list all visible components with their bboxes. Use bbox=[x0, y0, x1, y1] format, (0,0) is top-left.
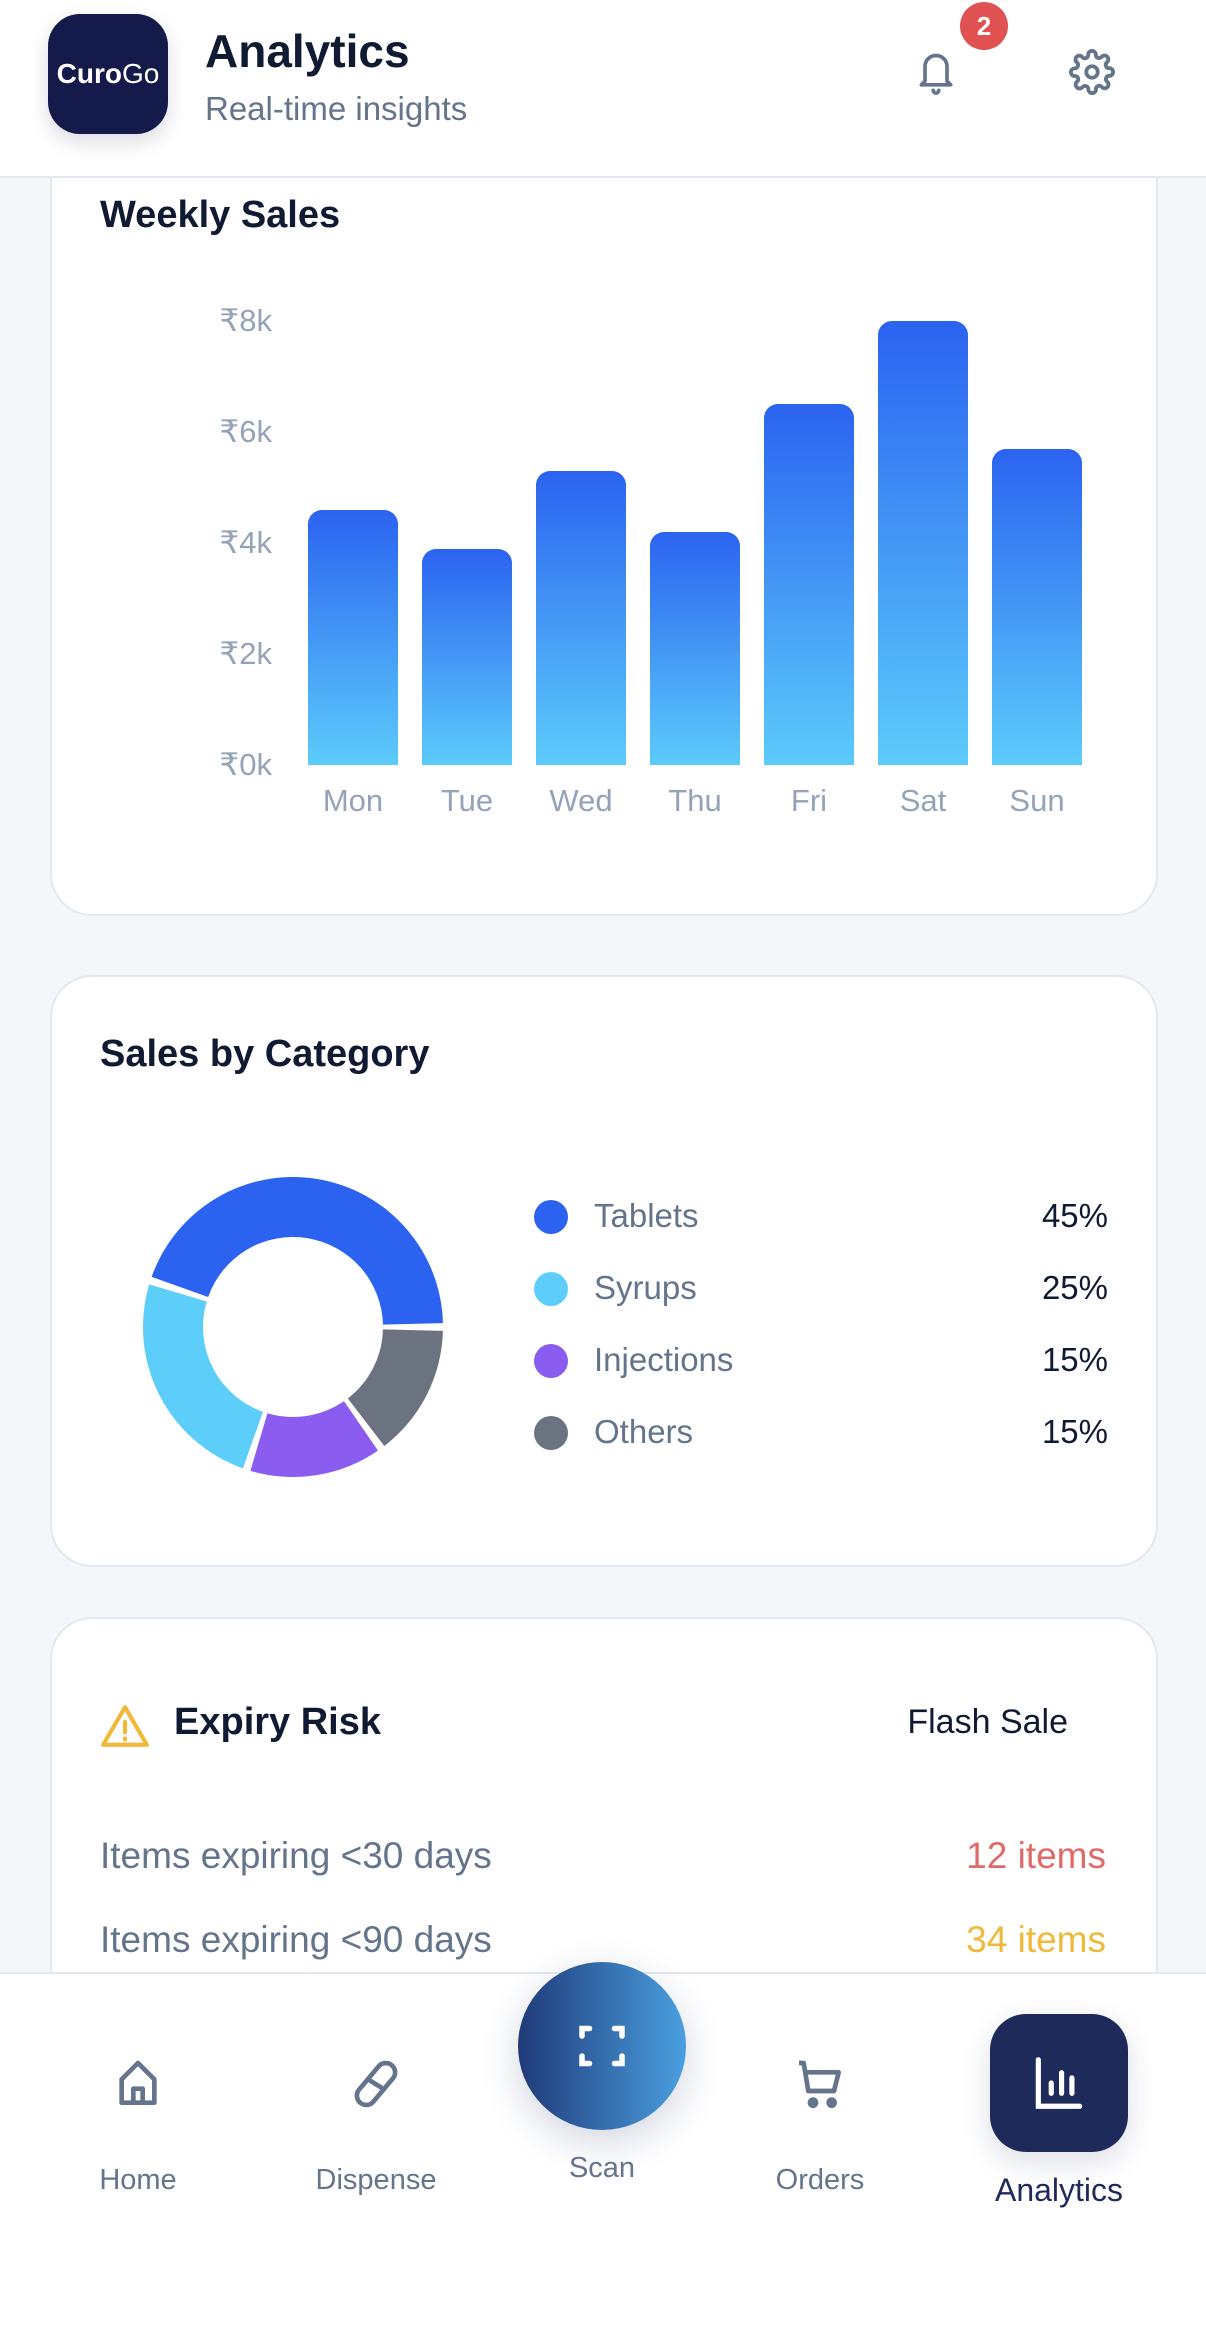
nav-home-label: Home bbox=[99, 2164, 177, 2196]
logo-text: Curo bbox=[56, 58, 122, 89]
category-title: Sales by Category bbox=[100, 1033, 430, 1075]
nav-scan-label: Scan bbox=[568, 2152, 636, 2184]
legend-label: Tablets bbox=[594, 1197, 699, 1234]
expiry-row-label: Items expiring <90 days bbox=[100, 1919, 492, 1960]
notifications-button[interactable] bbox=[908, 44, 964, 100]
nav-analytics-label: Analytics bbox=[994, 2172, 1124, 2208]
notification-badge: 2 bbox=[960, 2, 1008, 50]
page-subtitle: Real-time insights bbox=[205, 90, 468, 127]
pill-icon bbox=[354, 2060, 398, 2108]
sales-by-category-card: Sales by Category Tablets 45% Syrups 25% Inj… bbox=[50, 975, 1158, 1567]
legend-dot bbox=[534, 1344, 568, 1378]
x-tick-label: Mon bbox=[322, 783, 384, 818]
weekly-sales-title: Weekly Sales bbox=[100, 194, 341, 236]
donut-slice-syrups bbox=[143, 1284, 263, 1469]
legend-percent: 15% bbox=[1041, 1341, 1108, 1378]
flash-sale-button[interactable]: Flash Sale bbox=[907, 1703, 1068, 1741]
expiry-row-value: 12 items bbox=[966, 1835, 1106, 1876]
y-tick-label: ₹4k bbox=[219, 525, 272, 560]
legend-percent: 45% bbox=[1041, 1197, 1108, 1234]
bell-icon bbox=[919, 53, 953, 95]
app-header: Curo Go Analytics Real-time insights 2 bbox=[0, 0, 1206, 178]
legend-label: Injections bbox=[594, 1341, 734, 1378]
nav-home[interactable]: Home bbox=[38, 1974, 238, 2224]
x-tick-label: Thu bbox=[668, 783, 722, 818]
analytics-active-indicator bbox=[990, 2014, 1128, 2152]
donut-slice-injections bbox=[250, 1401, 378, 1477]
gear-icon bbox=[1069, 49, 1115, 95]
x-tick-label: Sat bbox=[899, 783, 947, 818]
scan-button[interactable] bbox=[518, 1962, 686, 2130]
nav-analytics[interactable]: Analytics bbox=[959, 1974, 1159, 2224]
legend-percent: 15% bbox=[1041, 1413, 1108, 1450]
bar-fri bbox=[764, 404, 854, 765]
legend-label: Syrups bbox=[594, 1269, 697, 1306]
legend-percent: 25% bbox=[1041, 1269, 1108, 1306]
bar-chart-icon bbox=[1035, 2057, 1083, 2109]
y-tick-label: ₹6k bbox=[219, 414, 272, 449]
bar-wed bbox=[536, 470, 626, 765]
category-donut-chart bbox=[143, 1177, 443, 1477]
logo-text-light: Go bbox=[121, 58, 160, 89]
weekly-sales-chart: ₹0k ₹2k ₹4k ₹6k ₹8k Mon Tue Wed Thu Fri Sat Sun bbox=[52, 102, 1160, 918]
y-tick-label: ₹8k bbox=[219, 303, 272, 338]
bar-mon bbox=[308, 509, 398, 765]
settings-button[interactable] bbox=[1064, 44, 1120, 100]
home-icon bbox=[119, 2060, 157, 2105]
app-logo: Curo Go bbox=[48, 14, 168, 134]
expiry-row-value: 34 items bbox=[966, 1919, 1106, 1960]
expiry-title: Expiry Risk bbox=[174, 1701, 381, 1743]
y-tick-label: ₹2k bbox=[219, 636, 272, 671]
donut-slice-tablets bbox=[151, 1177, 443, 1325]
bar-tue bbox=[422, 548, 512, 765]
scan-frame-icon bbox=[579, 2025, 625, 2067]
nav-dispense[interactable]: Dispense bbox=[276, 1974, 476, 2224]
bottom-navigation: Home Dispense Scan Orders Analytics bbox=[0, 1962, 1206, 2348]
bar-sun bbox=[992, 448, 1082, 765]
x-tick-label: Fri bbox=[790, 783, 828, 818]
nav-dispense-label: Dispense bbox=[315, 2164, 437, 2196]
nav-scan[interactable]: Scan bbox=[502, 1962, 702, 2224]
warning-icon bbox=[101, 1705, 149, 1747]
page-title: Analytics bbox=[205, 25, 410, 77]
expiry-row-label: Items expiring <30 days bbox=[100, 1835, 492, 1876]
cart-icon bbox=[799, 2060, 841, 2109]
donut-slice-others bbox=[347, 1329, 443, 1447]
y-tick-label: ₹0k bbox=[219, 747, 272, 782]
x-tick-label: Tue bbox=[440, 783, 494, 818]
nav-orders[interactable]: Orders bbox=[720, 1974, 920, 2224]
x-tick-label: Wed bbox=[549, 783, 613, 818]
legend-dot bbox=[534, 1272, 568, 1306]
nav-orders-label: Orders bbox=[775, 2164, 865, 2196]
x-tick-label: Sun bbox=[1009, 783, 1065, 818]
legend-dot bbox=[534, 1416, 568, 1450]
bar-sat bbox=[878, 321, 968, 765]
legend-dot bbox=[534, 1200, 568, 1234]
legend-label: Others bbox=[594, 1413, 694, 1450]
weekly-sales-card: Weekly Sales ₹0k ₹2k ₹4k ₹6k ₹8k Mon Tue Wed Thu… bbox=[50, 100, 1158, 916]
bar-thu bbox=[650, 531, 740, 765]
